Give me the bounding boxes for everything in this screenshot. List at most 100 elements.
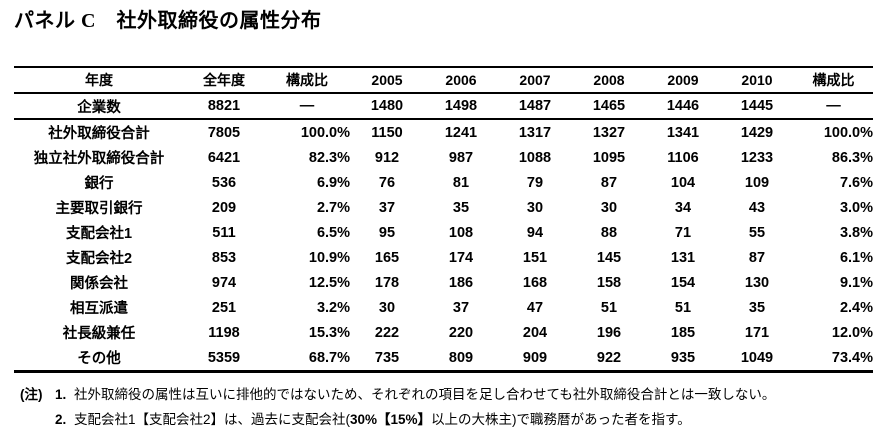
data-cell: 1445 xyxy=(740,98,774,114)
data-cell: 76 xyxy=(378,174,396,191)
row-label: 銀行 xyxy=(84,176,114,192)
data-cell: 100.0% xyxy=(300,124,350,141)
data-cell: 1480 xyxy=(370,98,404,114)
data-cell: 165 xyxy=(374,249,400,266)
column-header-2: 構成比 xyxy=(286,72,328,88)
data-cell: — xyxy=(299,98,315,114)
data-cell: 109 xyxy=(744,174,770,191)
data-cell: 3.0% xyxy=(839,199,873,216)
data-cell: 1088 xyxy=(518,149,552,166)
data-cell: 81 xyxy=(452,174,470,191)
data-cell: 1241 xyxy=(444,124,478,141)
data-cell: 186 xyxy=(448,274,474,291)
data-cell: 73.4% xyxy=(831,349,873,366)
data-cell: 108 xyxy=(448,224,474,241)
table-head: 年度 全年度 構成比 2005 2006 2007 2008 2009 2010 構成比 xyxy=(14,67,873,93)
data-cell: 3.2% xyxy=(316,299,350,316)
data-cell: 12.5% xyxy=(308,274,350,291)
data-cell: 88 xyxy=(600,224,618,241)
data-cell: — xyxy=(826,98,841,114)
note-text-segment: 支配会社1【支配会社2】は、過去に支配会社( xyxy=(74,412,351,427)
attribute-distribution-table: 年度 全年度 構成比 2005 2006 2007 2008 2009 2010 構成比 企業数 8… xyxy=(14,66,873,373)
data-cell: 55 xyxy=(748,224,766,241)
data-cell: 43 xyxy=(748,199,766,216)
data-cell: 6.9% xyxy=(316,174,350,191)
note-text-segment: 以上の大株主)で職務暦があった者を指す。 xyxy=(431,412,691,427)
data-cell: 935 xyxy=(670,349,696,366)
data-cell: 35 xyxy=(748,299,766,316)
data-cell: 974 xyxy=(211,274,237,291)
data-cell: 536 xyxy=(211,174,237,191)
note-item: (注) 1. 社外取締役の属性は互いに排他的ではないため、それぞれの項目を足し合わせ… xyxy=(20,382,887,407)
table-row: 主要取引銀行 209 2.7% 37 35 30 30 34 43 3.0% xyxy=(14,195,874,220)
data-cell: 15.3% xyxy=(308,324,350,341)
data-cell: 34 xyxy=(674,199,692,216)
data-cell: 158 xyxy=(596,274,622,291)
data-cell: 168 xyxy=(522,274,548,291)
data-cell: 909 xyxy=(522,349,548,366)
data-cell: 1487 xyxy=(518,98,552,114)
data-cell: 185 xyxy=(670,324,696,341)
table-row: 支配会社2 853 10.9% 165 174 151 145 131 87 6.1% xyxy=(14,245,873,270)
row-label: 独立社外取締役合計 xyxy=(33,151,165,167)
data-cell: 1095 xyxy=(592,149,626,166)
column-header-8: 2010 xyxy=(741,72,773,88)
note-number: 2. xyxy=(55,412,67,427)
data-cell: 1429 xyxy=(740,124,774,141)
data-cell: 51 xyxy=(600,299,618,316)
row-label: 関係会社 xyxy=(70,276,128,292)
data-cell: 204 xyxy=(522,324,548,341)
data-cell: 1341 xyxy=(666,124,700,141)
data-cell: 145 xyxy=(596,249,622,266)
data-cell: 1446 xyxy=(666,98,700,114)
data-cell: 220 xyxy=(448,324,474,341)
data-cell: 912 xyxy=(374,149,400,166)
data-cell: 100.0% xyxy=(823,124,873,141)
data-cell: 10.9% xyxy=(308,249,350,266)
row-label: 相互派遣 xyxy=(70,301,128,317)
data-cell: 37 xyxy=(452,299,470,316)
column-header-7: 2009 xyxy=(667,72,699,88)
data-cell: 95 xyxy=(378,224,396,241)
data-cell: 1327 xyxy=(592,124,626,141)
note-number: 1. xyxy=(55,387,67,402)
data-cell: 30 xyxy=(600,199,618,216)
column-header-4: 2006 xyxy=(445,72,477,88)
data-cell: 2.4% xyxy=(839,299,873,316)
note-prefix: (注) xyxy=(20,387,43,402)
data-cell: 511 xyxy=(212,224,236,241)
data-cell: 79 xyxy=(526,174,544,191)
data-cell: 735 xyxy=(374,349,400,366)
data-cell: 987 xyxy=(448,149,474,166)
data-cell: 251 xyxy=(211,299,237,316)
table-row: 関係会社 974 12.5% 178 186 168 158 154 130 9.1% xyxy=(14,270,873,295)
data-cell: 6421 xyxy=(207,149,241,166)
notes-section: (注) 1. 社外取締役の属性は互いに排他的ではないため、それぞれの項目を足し合わせ… xyxy=(20,382,887,432)
row-label: 企業数 xyxy=(77,99,121,116)
data-cell: 68.7% xyxy=(308,349,350,366)
data-cell: 178 xyxy=(374,274,400,291)
data-cell: 130 xyxy=(744,274,770,291)
data-cell: 35 xyxy=(452,199,470,216)
row-label: その他 xyxy=(77,351,121,367)
table-row: 相互派遣 251 3.2% 30 37 47 51 51 35 2.4% xyxy=(14,295,873,320)
data-cell: 1106 xyxy=(667,149,699,166)
data-cell: 174 xyxy=(448,249,474,266)
column-header-1: 全年度 xyxy=(203,72,245,88)
data-cell: 171 xyxy=(744,324,770,341)
data-cell: 809 xyxy=(448,349,474,366)
data-cell: 1317 xyxy=(518,124,552,141)
data-cell: 209 xyxy=(211,199,237,216)
column-header-6: 2008 xyxy=(593,72,625,88)
data-cell: 154 xyxy=(670,274,696,291)
table-row: 社長級兼任 1198 15.3% 222 220 204 196 185 171 12.0% xyxy=(14,320,873,345)
data-cell: 47 xyxy=(526,299,544,316)
column-header-3: 2005 xyxy=(371,72,403,88)
data-cell: 3.8% xyxy=(839,224,873,241)
note-text: 支配会社1【支配会社2】は、過去に支配会社(30%【15%】以上の大株主)で職務… xyxy=(74,407,887,432)
data-cell: 51 xyxy=(674,299,692,316)
data-cell: 87 xyxy=(600,174,618,191)
data-cell: 104 xyxy=(670,174,696,191)
data-cell: 1465 xyxy=(592,98,626,114)
